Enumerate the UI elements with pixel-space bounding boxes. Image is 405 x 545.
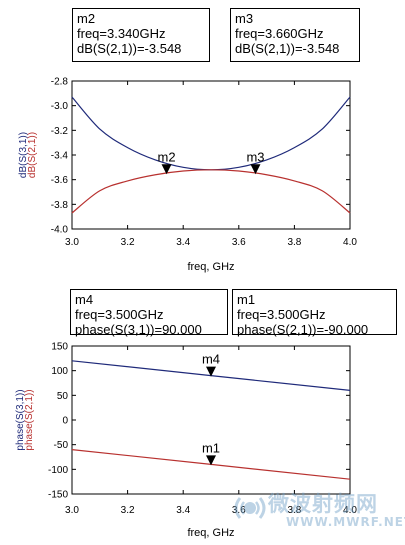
plot2-y-tick-label: -100: [48, 465, 68, 476]
marker-m2-value: dB(S(2,1))=-3.548: [77, 41, 182, 56]
marker-m2-name: m2: [77, 11, 96, 26]
marker-m4-value: phase(S(3,1))=90.000: [75, 322, 202, 337]
plot1-x-tick-label: 3.0: [65, 237, 79, 248]
plot2-x-tick-label: 3.4: [176, 505, 190, 516]
plot1-x-tick-label: 3.8: [287, 237, 301, 248]
marker-m3-value: dB(S(2,1))=-3.548: [235, 41, 340, 56]
marker-m1-value: phase(S(2,1))=-90.000: [237, 322, 369, 337]
plot1-y-axis-label-1: dB(S(3,1)): [18, 132, 29, 178]
plot1-y-tick-label: -3.2: [51, 126, 69, 137]
plot1-y-tick-label: -3.4: [51, 151, 69, 162]
plot2-y-tick-label: 0: [62, 416, 68, 427]
plot2-x-tick-label: 3.0: [65, 505, 79, 516]
plot2-y-tick-label: -50: [54, 440, 69, 451]
plot2-x-tick-label: 4.0: [343, 505, 357, 516]
watermark-logo-icon: [234, 497, 266, 519]
watermark-chinese-text: 微波射频网: [268, 492, 378, 516]
plot1-x-tick-label: 3.6: [232, 237, 246, 248]
marker-m4-readout: m4 freq=3.500GHz phase(S(3,1))=90.000: [70, 289, 228, 337]
marker-m4-triangle: [206, 366, 216, 377]
plot1-y-tick-label: -2.8: [51, 77, 69, 88]
plot1-x-tick-label: 4.0: [343, 237, 357, 248]
plot2-y-tick-label: 150: [51, 342, 68, 353]
plot2-x-axis-label: freq, GHz: [187, 527, 234, 539]
marker-m3-name: m3: [235, 11, 254, 26]
marker-m3-readout: m3 freq=3.660GHz dB(S(2,1))=-3.548: [230, 8, 360, 62]
marker-m1-name: m1: [237, 292, 256, 307]
marker-m2-freq: freq=3.340GHz: [77, 26, 166, 41]
marker-m1-triangle: [206, 455, 216, 466]
plot2-y-axis-label-1: phase(S(3,1)): [15, 389, 26, 450]
watermark-url: WWW.MWRF.NET: [286, 515, 405, 529]
plot1-y-axis-label-2: dB(S(2,1)): [27, 132, 38, 178]
plot1-y-tick-label: -3.8: [51, 200, 69, 211]
plot1-y-tick-label: -4.0: [51, 225, 69, 236]
plot2-x-tick-label: 3.2: [121, 505, 135, 516]
marker-m4-freq: freq=3.500GHz: [75, 307, 164, 322]
marker-m3-triangle: [250, 164, 261, 175]
plot1-x-tick-label: 3.4: [176, 237, 190, 248]
marker-m2-label: m2: [157, 149, 175, 164]
plot2-y-tick-label: 100: [51, 366, 68, 377]
marker-m4-name: m4: [75, 292, 94, 307]
marker-m1-freq: freq=3.500GHz: [237, 307, 326, 322]
watermark: 微波射频网 WWW.MWRF.NET: [230, 488, 405, 538]
plot2-x-tick-label: 3.8: [287, 505, 301, 516]
marker-m1-readout: m1 freq=3.500GHz phase(S(2,1))=-90.000: [232, 289, 397, 337]
plot1-y-tick-label: -3.0: [51, 101, 69, 112]
plot1-x-tick-label: 3.2: [121, 237, 135, 248]
plot1-frame: [71, 80, 351, 230]
marker-m4-label: m4: [202, 352, 220, 367]
marker-m2-triangle: [161, 164, 172, 175]
plot2-y-tick-label: -150: [48, 490, 68, 501]
marker-m3-freq: freq=3.660GHz: [235, 26, 324, 41]
marker-m1-label: m1: [202, 440, 220, 455]
plot2-y-tick-label: 50: [57, 391, 69, 402]
marker-m3-label: m3: [246, 149, 264, 164]
plot1-x-axis-label: freq, GHz: [187, 261, 234, 273]
plot1-series-line-2: [71, 169, 351, 214]
plot2-x-tick-label: 3.6: [232, 505, 246, 516]
marker-m2-readout: m2 freq=3.340GHz dB(S(2,1))=-3.548: [72, 8, 210, 62]
plot2-y-axis-label-2: phase(S(2,1)): [24, 389, 35, 450]
plot1-y-tick-label: -3.6: [51, 175, 69, 186]
